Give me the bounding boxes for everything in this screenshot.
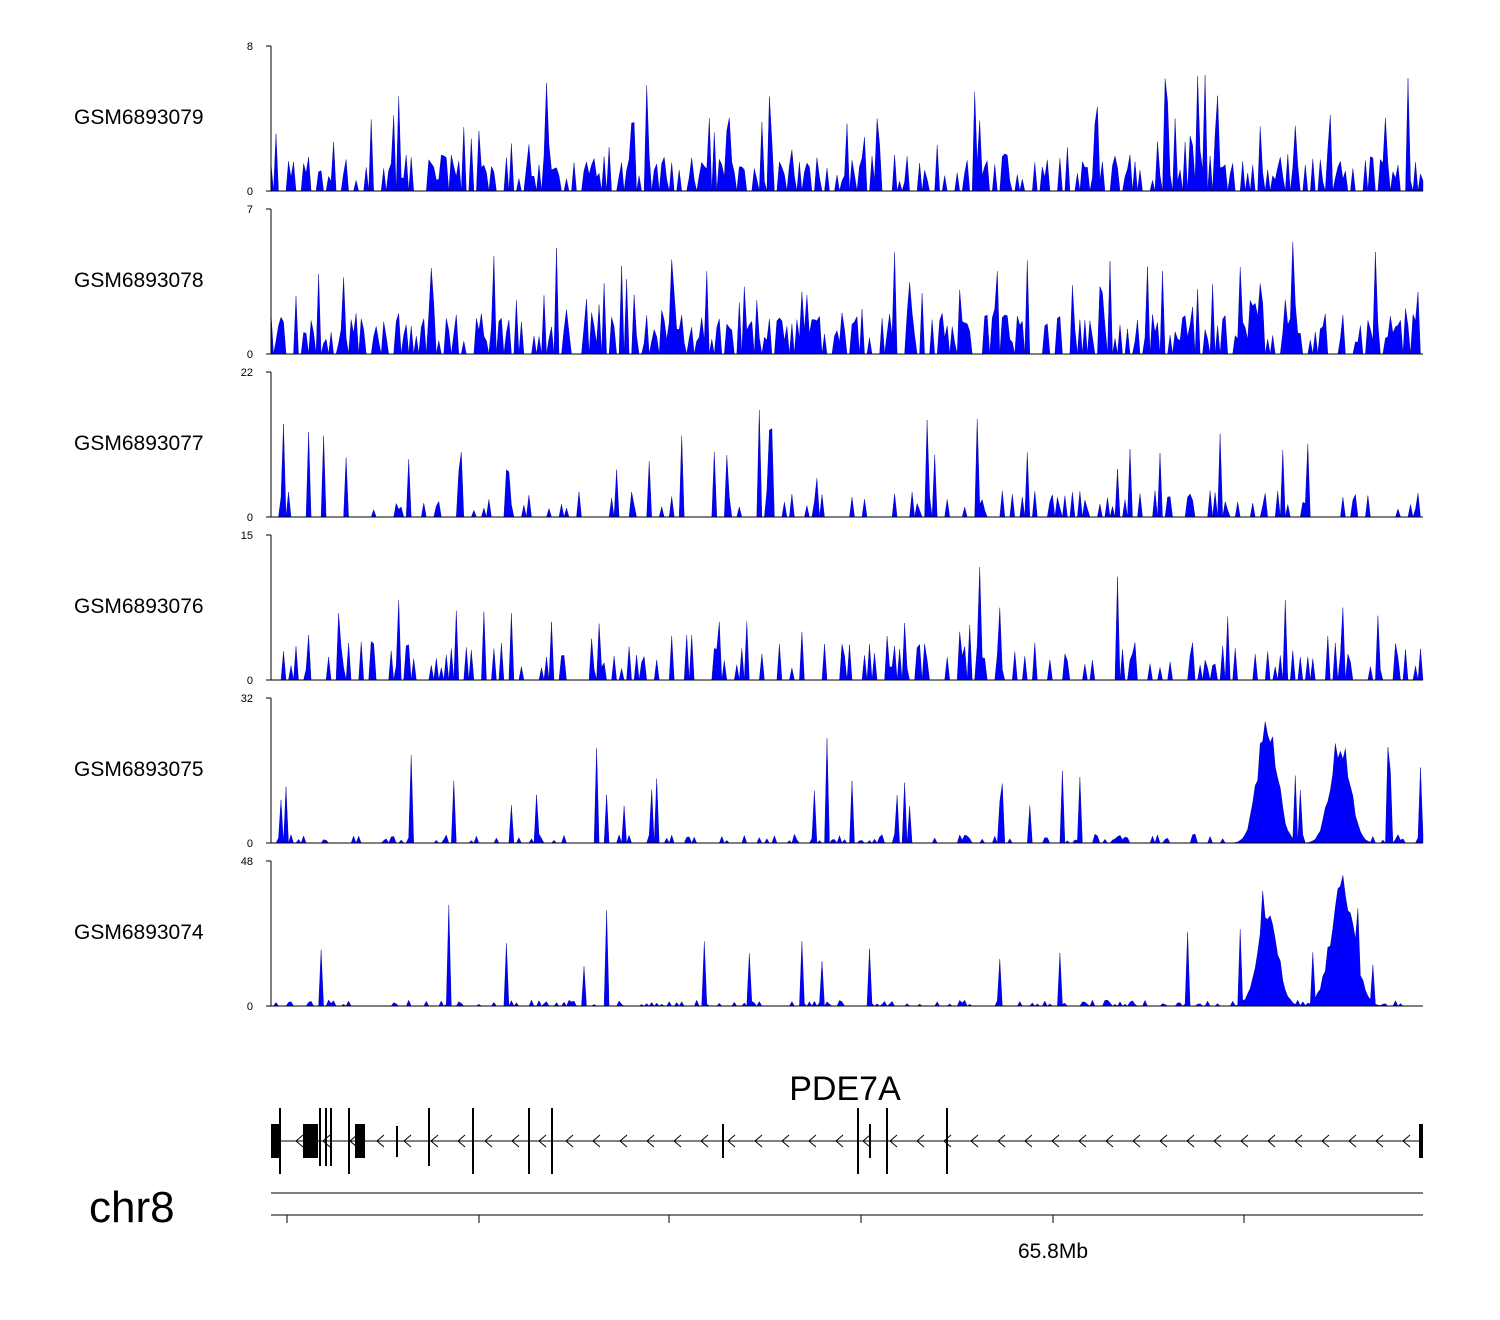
y-axis-max-label: 15 <box>241 530 253 542</box>
strand-arrow <box>1402 1134 1411 1148</box>
strand-arrow <box>754 1134 763 1148</box>
y-axis-min-label: 0 <box>247 1001 253 1013</box>
y-axis-min-label: 0 <box>247 838 253 850</box>
strand-arrows <box>295 1134 1411 1148</box>
strand-arrow <box>646 1134 655 1148</box>
strand-arrow <box>1105 1134 1114 1148</box>
strand-arrow <box>916 1134 925 1148</box>
coverage-area <box>271 721 1424 844</box>
strand-arrow <box>835 1134 844 1148</box>
strand-arrow <box>619 1134 628 1148</box>
strand-arrow <box>727 1134 736 1148</box>
coverage-tracks: 8 0 GSM6893079 7 0 GSM6893078 22 0 GSM6893077 15 0… <box>74 41 1424 1013</box>
y-axis-min-label: 0 <box>247 186 253 198</box>
strand-arrow <box>295 1134 304 1148</box>
strand-arrow <box>538 1134 547 1148</box>
chromosome-label: chr8 <box>89 1183 175 1232</box>
y-axis-min-label: 0 <box>247 349 253 361</box>
strand-arrow <box>1024 1134 1033 1148</box>
strand-arrow <box>1321 1134 1330 1148</box>
strand-arrow <box>1051 1134 1060 1148</box>
track-label: GSM6893077 <box>74 432 204 455</box>
coverage-area <box>270 241 1423 355</box>
strand-arrow <box>457 1134 466 1148</box>
gene-exons <box>271 1108 1423 1174</box>
strand-arrow <box>1159 1134 1168 1148</box>
gene-model-track: PDE7A <box>271 1070 1423 1174</box>
axis-tick-label: 65.8Mb <box>1018 1240 1088 1263</box>
strand-arrow <box>1375 1134 1384 1148</box>
strand-arrow <box>565 1134 574 1148</box>
track-GSM6893076: 15 0 GSM6893076 <box>74 530 1424 687</box>
track-label: GSM6893078 <box>74 269 204 292</box>
strand-arrow <box>1294 1134 1303 1148</box>
track-GSM6893074: 48 0 GSM6893074 <box>74 856 1423 1013</box>
strand-arrow <box>1132 1134 1141 1148</box>
strand-arrow <box>889 1134 898 1148</box>
coverage-area <box>271 409 1423 518</box>
strand-arrow <box>592 1134 601 1148</box>
coverage-area <box>271 567 1424 681</box>
strand-arrow <box>808 1134 817 1148</box>
strand-arrow <box>700 1134 709 1148</box>
exon-block <box>303 1124 318 1158</box>
strand-arrow <box>673 1134 682 1148</box>
coverage-area <box>270 75 1424 192</box>
strand-arrow <box>1267 1134 1276 1148</box>
y-axis-max-label: 7 <box>247 204 253 216</box>
strand-arrow <box>1078 1134 1087 1148</box>
strand-arrow <box>862 1134 871 1148</box>
track-label: GSM6893079 <box>74 106 204 129</box>
coverage-area <box>271 875 1423 1007</box>
track-GSM6893078: 7 0 GSM6893078 <box>74 204 1423 361</box>
strand-arrow <box>403 1134 412 1148</box>
track-label: GSM6893075 <box>74 758 204 781</box>
strand-arrow <box>376 1134 385 1148</box>
track-label: GSM6893074 <box>74 921 204 944</box>
y-axis-max-label: 22 <box>241 367 253 379</box>
track-label: GSM6893076 <box>74 595 204 618</box>
strand-arrow <box>781 1134 790 1148</box>
strand-arrow <box>1240 1134 1249 1148</box>
strand-arrow <box>484 1134 493 1148</box>
axis-ticks: 65.8Mb <box>286 1215 1245 1263</box>
strand-arrow <box>430 1134 439 1148</box>
exon-block <box>355 1124 365 1158</box>
strand-arrow <box>1348 1134 1357 1148</box>
y-axis-max-label: 8 <box>247 41 253 53</box>
y-axis-max-label: 48 <box>241 856 253 868</box>
track-GSM6893075: 32 0 GSM6893075 <box>74 693 1424 850</box>
strand-arrow <box>322 1134 331 1148</box>
y-axis-min-label: 0 <box>247 512 253 524</box>
track-GSM6893079: 8 0 GSM6893079 <box>74 41 1424 198</box>
exon-block <box>271 1124 280 1158</box>
strand-arrow <box>997 1134 1006 1148</box>
strand-arrow <box>511 1134 520 1148</box>
strand-arrow <box>1213 1134 1222 1148</box>
strand-arrow <box>970 1134 979 1148</box>
y-axis-min-label: 0 <box>247 675 253 687</box>
track-GSM6893077: 22 0 GSM6893077 <box>74 367 1423 524</box>
genome-axis: chr8 65.8Mb <box>89 1183 1423 1263</box>
y-axis-max-label: 32 <box>241 693 253 705</box>
gene-name-label: PDE7A <box>789 1070 901 1108</box>
strand-arrow <box>943 1134 952 1148</box>
strand-arrow <box>1186 1134 1195 1148</box>
